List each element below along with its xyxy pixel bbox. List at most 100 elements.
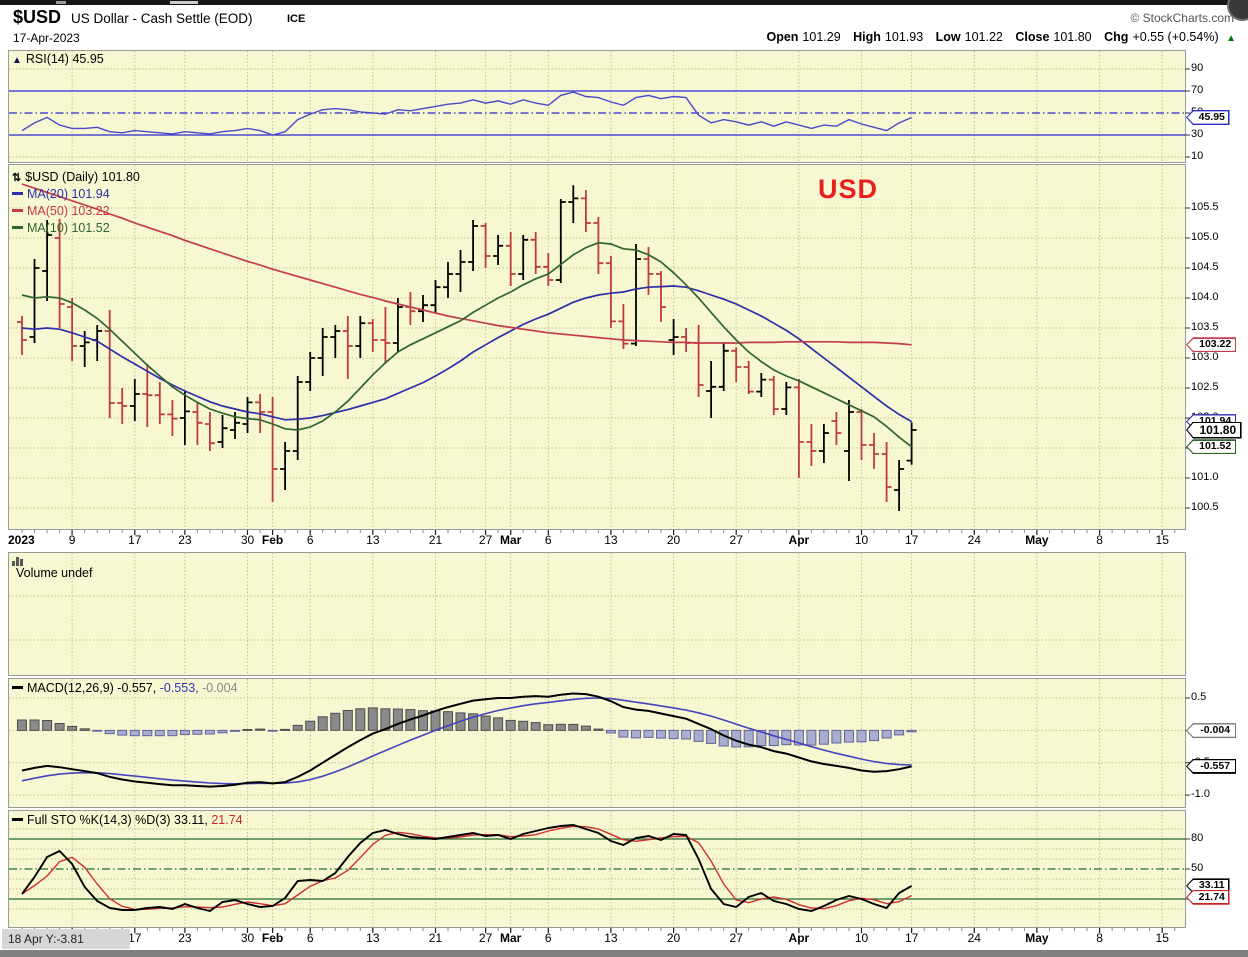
x-axis-label: 17 xyxy=(904,931,919,945)
rsi-legend: ▲ RSI(14) 45.95 xyxy=(12,52,104,66)
axis-tag-45.95: 45.95 xyxy=(1186,109,1230,125)
record-indicator-icon xyxy=(1227,0,1248,21)
chg-value: +0.55 (+0.54%) xyxy=(1132,30,1219,44)
rsi-legend-label: RSI(14) 45.95 xyxy=(25,52,104,66)
legend-part: Full STO %K(14,3) %D(3) 33.11, xyxy=(27,813,208,827)
x-axis-label: 13 xyxy=(604,931,618,945)
axis-tag--0.557: -0.557 xyxy=(1186,758,1237,774)
ma-legend-item: MA(10) 101.52 xyxy=(12,220,140,237)
x-axis-label: 8 xyxy=(1096,533,1103,547)
x-axis-label: 17 xyxy=(128,533,142,547)
area-chart-icon: ▲ xyxy=(12,55,22,66)
x-axis-label: Apr xyxy=(788,931,810,945)
candlestick-icon: ⇅ xyxy=(12,172,22,184)
ma-legend-item: MA(20) 101.94 xyxy=(12,186,140,203)
panel-plot xyxy=(21,928,1176,933)
y-axis-label: 30 xyxy=(1191,128,1204,140)
x-axis-label: 6 xyxy=(306,931,314,945)
axis-tag--0.004: -0.004 xyxy=(1186,723,1237,739)
close-label: Close xyxy=(1015,30,1050,44)
x-axis-label: 10 xyxy=(854,931,869,945)
panel-plot xyxy=(8,164,1190,530)
y-axis-label: 70 xyxy=(1191,84,1204,96)
x-axis-label: 20 xyxy=(666,533,681,547)
chart-date: 17-Apr-2023 xyxy=(13,31,80,45)
x-axis-label: 17 xyxy=(128,931,142,945)
usd-watermark: USD xyxy=(818,174,879,204)
x-axis-label: Mar xyxy=(499,533,522,547)
y-axis-label: 103.0 xyxy=(1191,351,1219,363)
axis-tag-33.11: 33.11 xyxy=(1186,878,1230,894)
x-axis-year-label: 2023 xyxy=(8,533,35,547)
ma-legend-item: MA(50) 103.22 xyxy=(12,203,140,220)
x-axis-label: 15 xyxy=(1155,931,1169,945)
axis-tag-21.74: 21.74 xyxy=(1186,889,1230,905)
x-axis-label: 15 xyxy=(1155,533,1169,547)
y-axis-label: 105.5 xyxy=(1191,201,1219,213)
x-axis-label: 21 xyxy=(428,931,443,945)
y-axis-label: 90 xyxy=(1191,62,1204,74)
panel-plot xyxy=(8,552,1186,676)
ma-legend-list: MA(20) 101.94 MA(50) 103.22 MA(10) 101.52 xyxy=(12,186,140,237)
x-axis-label: 6 xyxy=(544,533,552,547)
stochastics-panel xyxy=(0,810,1248,928)
y-axis-label: 10 xyxy=(1191,150,1204,162)
window-notch xyxy=(170,1,198,4)
exchange-label: ICE xyxy=(287,13,306,25)
sto-legend-label: Full STO %K(14,3) %D(3) 33.11, 21.74 xyxy=(27,813,243,827)
y-axis-label: 104.5 xyxy=(1191,261,1219,273)
up-triangle-icon: ▲ xyxy=(1226,33,1236,44)
x-axis-label: 23 xyxy=(178,533,192,547)
x-axis-label: 9 xyxy=(68,533,76,547)
x-axis-label: 27 xyxy=(729,533,743,547)
volume-legend-label: Volume undef xyxy=(16,566,93,580)
x-axis-label: 20 xyxy=(666,931,681,945)
x-axis-label: 6 xyxy=(544,931,552,945)
price-legend-label: $USD (Daily) 101.80 xyxy=(25,170,140,184)
rsi-panel xyxy=(0,50,1248,163)
axis-tag-101.80: 101.80 xyxy=(1186,421,1242,439)
window-notch xyxy=(56,1,66,4)
x-axis-label: 23 xyxy=(178,931,192,945)
x-axis-label: 30 xyxy=(240,533,255,547)
x-axis-label: 13 xyxy=(366,533,380,547)
high-value: 101.93 xyxy=(884,30,924,44)
x-axis-label: 27 xyxy=(729,931,743,945)
y-axis-label: 104.0 xyxy=(1191,291,1219,303)
high-label: High xyxy=(853,30,881,44)
x-axis-label: 21 xyxy=(428,533,443,547)
x-axis-label: Mar xyxy=(499,931,522,945)
x-axis-label: 8 xyxy=(1096,931,1103,945)
price-legend: ⇅ $USD (Daily) 101.80 MA(20) 101.94 MA(50)… xyxy=(12,169,140,237)
price-legend-title: ⇅ $USD (Daily) 101.80 xyxy=(12,169,140,186)
low-label: Low xyxy=(935,30,961,44)
x-axis-bottom xyxy=(0,928,1248,950)
y-axis-label: 102.5 xyxy=(1191,381,1219,393)
window-top-strip xyxy=(0,0,1248,5)
x-axis-label: May xyxy=(1025,533,1049,547)
macd-legend-label: MACD(12,26,9) -0.557, -0.553, -0.004 xyxy=(27,681,238,695)
symbol: $USD xyxy=(13,7,62,27)
price-panel xyxy=(0,164,1248,530)
panel-plot xyxy=(8,678,1190,808)
x-axis-label: 27 xyxy=(478,533,493,547)
x-axis-top xyxy=(0,530,1248,552)
y-axis-label: 0.5 xyxy=(1191,691,1207,703)
volume-legend: Volume undef xyxy=(12,555,92,580)
panel-plot xyxy=(21,530,1176,535)
x-axis-label: 6 xyxy=(306,533,314,547)
x-axis-label: 17 xyxy=(904,533,919,547)
x-axis-label: 13 xyxy=(366,931,380,945)
x-axis-label: Apr xyxy=(788,533,810,547)
macd-line-icon xyxy=(12,686,23,690)
copyright: © StockCharts.com xyxy=(1130,11,1234,25)
axis-tag-101.52: 101.52 xyxy=(1186,439,1237,455)
legend-part: -0.004 xyxy=(198,681,238,695)
y-axis-label: 103.5 xyxy=(1191,321,1219,333)
panel-plot xyxy=(8,50,1190,163)
axis-tag-103.22: 103.22 xyxy=(1186,337,1237,353)
x-axis-label: 24 xyxy=(967,533,981,547)
x-axis-label: May xyxy=(1025,931,1049,945)
panel-plot xyxy=(8,810,1190,928)
